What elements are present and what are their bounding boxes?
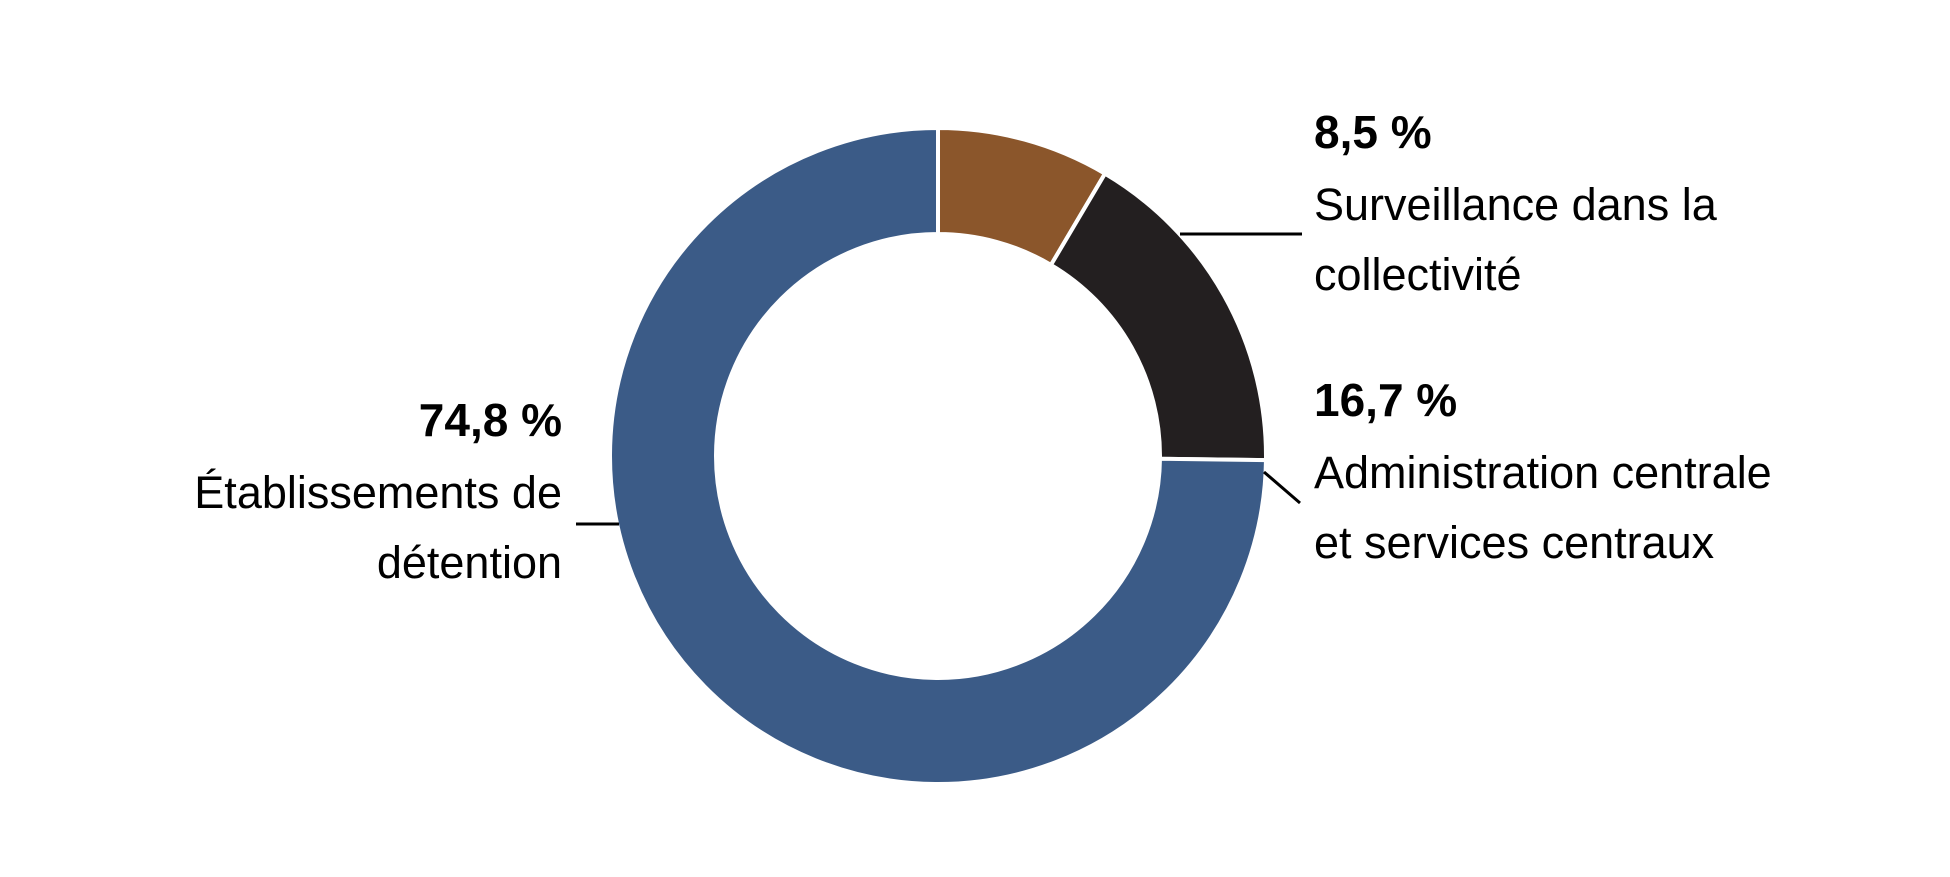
category-label-surveillance-line1: Surveillance dans la (1314, 179, 1718, 230)
category-label-administration-line2: et services centraux (1314, 517, 1715, 568)
category-label-etablissements-line2: détention (377, 537, 562, 588)
category-label-administration-line1: Administration centrale (1314, 447, 1772, 498)
label-group-etablissements: 74,8 % Établissements de détention (194, 394, 619, 588)
data-label-administration: 16,7 % (1314, 374, 1457, 426)
category-label-etablissements-line1: Établissements de (194, 467, 562, 518)
data-label-etablissements: 74,8 % (419, 394, 562, 446)
donut-slice-etablissements (608, 125, 1268, 786)
label-group-administration: 16,7 % Administration centrale et servic… (1263, 374, 1772, 568)
label-group-surveillance: 8,5 % Surveillance dans la collectivité (1180, 106, 1718, 300)
data-label-surveillance: 8,5 % (1314, 106, 1432, 158)
donut-slices (608, 125, 1268, 786)
donut-slice-administration (1048, 170, 1268, 463)
category-label-surveillance-line2: collectivité (1314, 249, 1522, 300)
leader-line-administration (1263, 470, 1301, 505)
